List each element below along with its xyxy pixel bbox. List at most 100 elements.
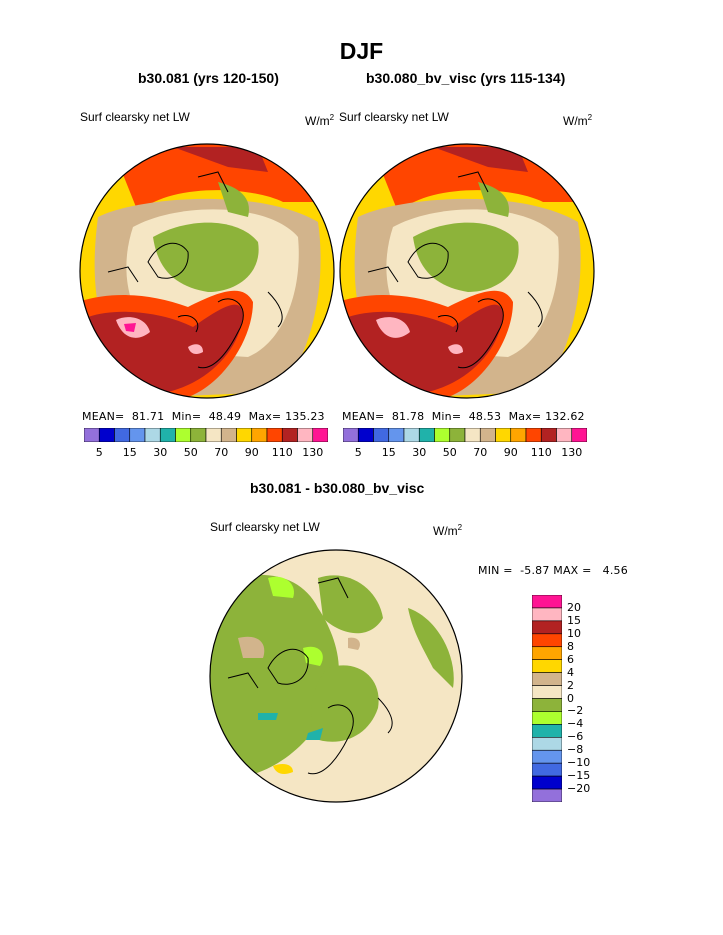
diff-case-title: b30.081 - b30.080_bv_visc xyxy=(250,480,425,496)
colorbar-swatch xyxy=(266,428,283,442)
colorbar-swatch xyxy=(532,633,562,648)
colorbar-swatch xyxy=(532,659,562,673)
colorbar-swatch xyxy=(98,428,115,442)
left-colorbar xyxy=(84,428,328,442)
colorbar-swatch xyxy=(251,428,268,442)
colorbar-swatch xyxy=(84,428,100,442)
colorbar-swatch xyxy=(532,646,562,660)
page-title: DJF xyxy=(339,38,384,64)
colorbar-tick-label: 10 xyxy=(567,626,581,640)
colorbar-tick-label: 6 xyxy=(567,652,574,666)
right-units-label: W/m2 xyxy=(563,113,593,128)
left-map-field xyxy=(80,144,334,398)
colorbar-tick-label: 15 xyxy=(567,613,581,627)
colorbar-swatch xyxy=(532,607,562,622)
colorbar-tick-label: 0 xyxy=(567,691,574,705)
colorbar-swatch xyxy=(175,428,192,442)
right-stats: MEAN= 81.78 Min= 48.53 Max= 132.62 xyxy=(342,410,585,423)
colorbar-tick-label: 130 xyxy=(561,446,583,459)
colorbar-swatch xyxy=(114,428,131,442)
colorbar-swatch xyxy=(220,428,237,442)
colorbar-swatch xyxy=(281,428,298,442)
colorbar-swatch xyxy=(190,428,207,442)
colorbar-tick-label: 20 xyxy=(567,600,581,614)
colorbar-swatch xyxy=(464,428,481,442)
colorbar-swatch xyxy=(205,428,222,442)
colorbar-tick-label: −20 xyxy=(567,782,591,796)
colorbar-swatch xyxy=(525,428,542,442)
colorbar-tick-label: 90 xyxy=(244,446,259,459)
right-map-outline xyxy=(339,143,595,399)
left-polar-map xyxy=(79,143,335,399)
colorbar-tick-label: 90 xyxy=(503,446,518,459)
colorbar-swatch xyxy=(532,672,562,686)
colorbar-swatch xyxy=(449,428,466,442)
colorbar-swatch xyxy=(159,428,176,442)
right-map-coastlines xyxy=(367,171,543,369)
left-variable-label: Surf clearsky net LW xyxy=(80,110,190,124)
colorbar-swatch xyxy=(495,428,512,442)
left-case-title: b30.081 (yrs 120-150) xyxy=(138,70,279,86)
diff-units-label: W/m2 xyxy=(433,523,463,538)
colorbar-swatch xyxy=(373,428,390,442)
colorbar-swatch xyxy=(571,428,587,442)
colorbar-swatch xyxy=(532,620,562,635)
colorbar-swatch xyxy=(343,428,359,442)
colorbar-swatch xyxy=(540,428,557,442)
colorbar-tick-label: 5 xyxy=(95,446,103,459)
colorbar-tick-label: −2 xyxy=(567,704,584,718)
right-colorbar xyxy=(343,428,587,442)
diff-colorbar xyxy=(532,595,562,802)
colorbar-tick-label: 130 xyxy=(302,446,324,459)
colorbar-swatch xyxy=(532,775,562,790)
colorbar-swatch xyxy=(479,428,496,442)
colorbar-swatch xyxy=(532,698,562,712)
colorbar-tick-label: 5 xyxy=(354,446,362,459)
colorbar-swatch xyxy=(403,428,420,442)
colorbar-swatch xyxy=(357,428,374,442)
colorbar-tick-label: −15 xyxy=(567,769,591,783)
colorbar-tick-label: 15 xyxy=(381,446,396,459)
colorbar-tick-label: 110 xyxy=(271,446,293,459)
colorbar-swatch xyxy=(434,428,451,442)
colorbar-swatch xyxy=(388,428,405,442)
colorbar-swatch xyxy=(532,685,562,699)
colorbar-tick-label: −4 xyxy=(567,717,584,731)
colorbar-tick-label: −6 xyxy=(567,730,584,744)
colorbar-tick-label: 70 xyxy=(473,446,488,459)
colorbar-tick-label: −10 xyxy=(567,756,591,770)
colorbar-tick-label: 70 xyxy=(214,446,229,459)
colorbar-swatch xyxy=(532,762,562,777)
colorbar-tick-label: 50 xyxy=(442,446,457,459)
colorbar-swatch xyxy=(297,428,314,442)
diff-map-coastlines xyxy=(227,577,393,775)
colorbar-swatch xyxy=(532,737,562,751)
diff-map-outline xyxy=(209,549,463,803)
colorbar-tick-label: 110 xyxy=(530,446,552,459)
right-map-field xyxy=(340,144,594,398)
left-stats: MEAN= 81.71 Min= 48.49 Max= 135.23 xyxy=(82,410,325,423)
colorbar-tick-label: 8 xyxy=(567,639,574,653)
colorbar-swatch xyxy=(144,428,161,442)
diff-map-field xyxy=(210,550,462,802)
colorbar-tick-label: 50 xyxy=(183,446,198,459)
colorbar-tick-label: 30 xyxy=(153,446,168,459)
colorbar-swatch xyxy=(236,428,253,442)
colorbar-swatch xyxy=(532,749,562,764)
diff-stats: MIN = -5.87 MAX = 4.56 xyxy=(478,564,628,577)
colorbar-swatch xyxy=(510,428,527,442)
diff-polar-map xyxy=(209,549,463,803)
colorbar-swatch xyxy=(532,595,562,609)
colorbar-swatch xyxy=(312,428,328,442)
right-polar-map xyxy=(339,143,595,399)
right-case-title: b30.080_bv_visc (yrs 115-134) xyxy=(366,70,566,86)
colorbar-tick-label: 4 xyxy=(567,665,574,679)
right-variable-label: Surf clearsky net LW xyxy=(339,110,449,124)
left-map-outline xyxy=(79,143,335,399)
colorbar-tick-label: 2 xyxy=(567,678,574,692)
colorbar-tick-label: 15 xyxy=(122,446,137,459)
colorbar-swatch xyxy=(129,428,146,442)
left-units-label: W/m2 xyxy=(305,113,335,128)
colorbar-swatch xyxy=(532,711,562,725)
diff-variable-label: Surf clearsky net LW xyxy=(210,520,320,534)
